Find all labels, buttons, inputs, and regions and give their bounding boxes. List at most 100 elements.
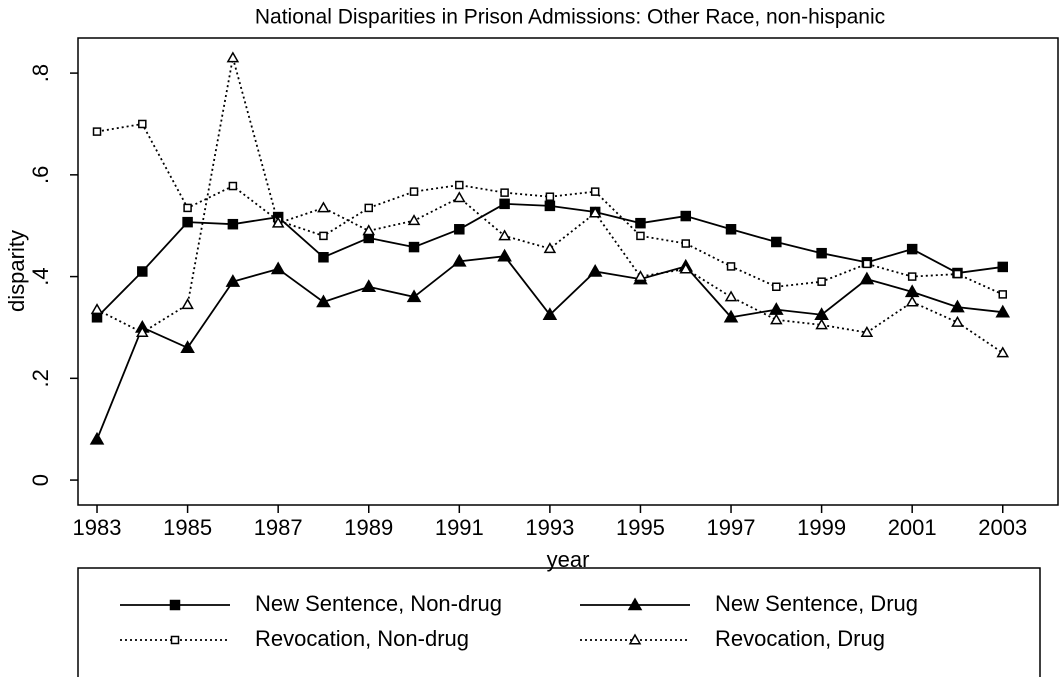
marker	[951, 315, 964, 327]
y-tick-label: .2	[28, 369, 53, 387]
marker	[771, 236, 782, 248]
marker	[816, 247, 827, 259]
legend-label: New Sentence, Drug	[715, 591, 918, 616]
marker	[452, 253, 467, 267]
marker	[180, 340, 195, 354]
marker	[545, 192, 555, 201]
marker	[364, 203, 373, 213]
marker	[361, 279, 377, 293]
marker	[92, 127, 102, 136]
marker	[316, 294, 331, 308]
marker	[997, 261, 1009, 273]
legend-frame	[77, 567, 1041, 677]
marker	[770, 313, 783, 325]
marker	[543, 242, 557, 254]
y-tick-label: 0	[28, 474, 53, 486]
marker	[319, 231, 328, 241]
marker	[862, 259, 872, 269]
marker	[907, 272, 917, 281]
marker	[455, 180, 464, 190]
y-axis-label: disparity	[4, 230, 29, 312]
marker	[906, 243, 918, 255]
x-tick-label: 1987	[254, 515, 303, 540]
marker	[636, 231, 645, 241]
marker	[542, 307, 558, 320]
marker	[587, 263, 603, 277]
marker	[90, 303, 104, 315]
marker	[228, 181, 238, 191]
marker	[679, 262, 693, 274]
marker	[497, 248, 512, 262]
legend-marker	[628, 633, 642, 645]
marker	[89, 431, 105, 445]
series-line	[96, 122, 1004, 296]
marker	[136, 326, 149, 338]
marker	[544, 200, 556, 212]
legend-marker	[170, 635, 180, 645]
marker	[406, 289, 422, 303]
marker	[769, 302, 784, 315]
marker	[500, 188, 509, 197]
marker	[723, 309, 739, 323]
marker	[588, 206, 602, 218]
marker	[772, 282, 781, 292]
marker	[590, 187, 600, 196]
marker	[318, 252, 329, 263]
marker	[183, 203, 192, 213]
marker	[499, 198, 510, 210]
marker	[998, 290, 1008, 299]
legend-label: New Sentence, Non-drug	[255, 591, 502, 616]
marker	[725, 224, 737, 235]
series-line	[96, 57, 1004, 354]
marker	[996, 346, 1010, 358]
y-tick-label: .4	[28, 267, 53, 285]
x-tick-label: 2003	[978, 515, 1027, 540]
marker	[953, 269, 962, 279]
x-tick-label: 1989	[344, 515, 393, 540]
marker	[724, 290, 738, 302]
marker	[362, 224, 376, 236]
marker	[817, 277, 826, 286]
marker	[408, 241, 420, 253]
marker	[950, 299, 965, 313]
x-tick-label: 1997	[707, 515, 756, 540]
x-tick-label: 2001	[888, 515, 937, 540]
legend-label: Revocation, Non-drug	[255, 626, 469, 651]
x-tick-label: 1983	[73, 515, 122, 540]
marker	[409, 187, 419, 196]
x-tick-label: 1999	[797, 515, 846, 540]
chart-title: National Disparities in Prison Admission…	[255, 6, 885, 29]
marker	[860, 326, 874, 338]
x-tick-label: 1993	[525, 515, 574, 540]
marker	[726, 262, 736, 271]
legend-label: Revocation, Drug	[715, 626, 885, 651]
marker	[181, 298, 194, 310]
y-tick-label: .8	[28, 64, 53, 82]
marker	[271, 216, 285, 228]
marker	[681, 239, 690, 248]
marker	[225, 274, 241, 287]
plot-frame	[77, 37, 1059, 506]
legend-marker	[169, 599, 181, 611]
x-tick-label: 1985	[163, 515, 212, 540]
x-tick-label: 1991	[435, 515, 484, 540]
marker	[995, 304, 1011, 318]
x-tick-label: 1995	[616, 515, 665, 540]
marker	[815, 318, 828, 330]
marker	[635, 217, 646, 229]
legend-marker	[627, 597, 643, 611]
marker	[182, 216, 193, 228]
marker	[905, 295, 919, 307]
marker	[634, 270, 647, 282]
y-tick-label: .6	[28, 166, 53, 184]
marker	[407, 214, 421, 226]
marker	[317, 201, 330, 213]
marker	[227, 218, 239, 230]
marker	[453, 191, 466, 203]
marker	[680, 210, 691, 222]
marker	[270, 261, 286, 275]
marker	[859, 271, 875, 285]
marker	[137, 266, 148, 277]
marker	[138, 119, 147, 129]
